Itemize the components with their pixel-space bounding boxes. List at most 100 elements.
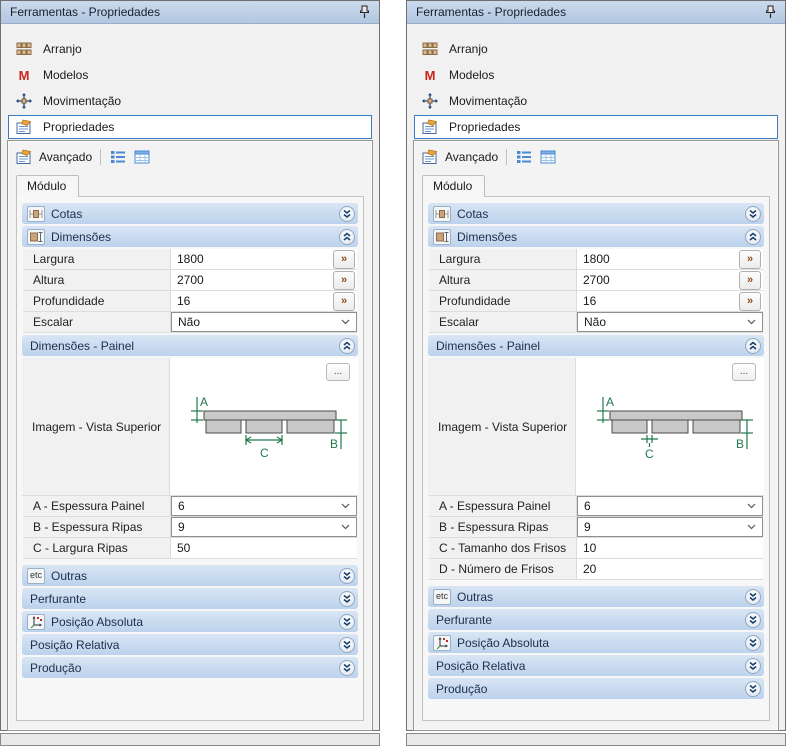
svg-text:A: A	[200, 395, 208, 409]
escalar-dropdown[interactable]: Não	[171, 312, 357, 332]
panel-top-view-diagram: A B C	[191, 395, 347, 460]
section-header-perfurante[interactable]: Perfurante	[22, 588, 358, 609]
section-header-posicao-absoluta[interactable]: Posição Absoluta	[22, 611, 358, 632]
tool-window-left: Ferramentas - Propriedades Arranjo M Mod…	[0, 0, 380, 731]
move-arrows-icon	[15, 93, 33, 109]
more-options-button[interactable]: »	[739, 249, 761, 269]
section-header-outras[interactable]: etc Outras	[22, 565, 358, 586]
section-header-cotas[interactable]: Cotas	[22, 203, 358, 224]
nav-item-propriedades[interactable]: Propriedades	[8, 115, 372, 139]
dimension-rows: Largura 1800 » Altura 2700 » Profundidad…	[429, 249, 763, 333]
espessura-ripas-dropdown[interactable]: 9	[577, 517, 763, 537]
value-field[interactable]: 16 »	[171, 291, 357, 311]
section-header-producao[interactable]: Produção	[22, 657, 358, 678]
property-row-profundidade: Profundidade 16 »	[429, 291, 763, 312]
escalar-dropdown[interactable]: Não	[577, 312, 763, 332]
value-field[interactable]: 1800 »	[171, 249, 357, 269]
tab-modulo[interactable]: Módulo	[422, 175, 486, 197]
value-field[interactable]: 10	[577, 538, 763, 558]
section-header-posicao-relativa[interactable]: Posição Relativa	[22, 634, 358, 655]
window-bottom-grip[interactable]	[406, 733, 786, 746]
advanced-toolbar: Avançado	[15, 147, 151, 167]
section-header-posicao-relativa[interactable]: Posição Relativa	[428, 655, 764, 676]
table-view-icon[interactable]	[133, 149, 151, 165]
nav-list: Arranjo M Modelos Movimentação Proprieda…	[414, 37, 778, 141]
top-view-image: ... A B	[576, 358, 764, 495]
nav-item-propriedades[interactable]: Propriedades	[414, 115, 778, 139]
nav-list: Arranjo M Modelos Movimentação Proprieda…	[8, 37, 372, 141]
expand-section-button[interactable]	[745, 657, 761, 674]
nav-item-modelos[interactable]: M Modelos	[8, 63, 372, 87]
title-bar[interactable]: Ferramentas - Propriedades	[407, 1, 785, 24]
more-options-button[interactable]: »	[739, 291, 761, 311]
list-view-icon[interactable]	[515, 149, 533, 165]
value-field[interactable]: 2700 »	[171, 270, 357, 290]
title-bar[interactable]: Ferramentas - Propriedades	[1, 1, 379, 24]
expand-section-button[interactable]	[745, 205, 761, 222]
more-options-button[interactable]: »	[333, 249, 355, 269]
expand-section-button[interactable]	[745, 680, 761, 697]
value-field[interactable]: 2700 »	[577, 270, 763, 290]
browse-button[interactable]: ...	[326, 363, 350, 381]
collapse-section-button[interactable]	[745, 337, 761, 354]
expand-section-button[interactable]	[339, 636, 355, 653]
espessura-painel-dropdown[interactable]: 6	[171, 496, 357, 516]
property-row-largura-ripas: C - Largura Ripas 50	[23, 538, 357, 559]
pin-icon[interactable]	[359, 5, 371, 19]
more-options-button[interactable]: »	[333, 291, 355, 311]
property-row-tamanho-frisos: C - Tamanho dos Frisos 10	[429, 538, 763, 559]
property-row-espessura-ripas: B - Espessura Ripas 9	[429, 517, 763, 538]
expand-section-button[interactable]	[339, 205, 355, 222]
expand-section-button[interactable]	[339, 590, 355, 607]
value-field[interactable]: 1800 »	[577, 249, 763, 269]
section-header-cotas[interactable]: Cotas	[428, 203, 764, 224]
nav-item-modelos[interactable]: M Modelos	[414, 63, 778, 87]
expand-section-button[interactable]	[339, 567, 355, 584]
table-view-icon[interactable]	[539, 149, 557, 165]
cotas-icon	[27, 205, 45, 222]
list-view-icon[interactable]	[109, 149, 127, 165]
advanced-label: Avançado	[445, 150, 499, 164]
expand-section-button[interactable]	[745, 634, 761, 651]
value-field[interactable]: 50	[171, 538, 357, 558]
nav-item-movimentacao[interactable]: Movimentação	[414, 89, 778, 113]
espessura-ripas-dropdown[interactable]: 9	[171, 517, 357, 537]
expand-section-button[interactable]	[745, 611, 761, 628]
chevron-down-icon	[341, 319, 350, 325]
chevron-down-icon	[341, 524, 350, 530]
more-options-button[interactable]: »	[739, 270, 761, 290]
section-header-dimensoes-painel[interactable]: Dimensões - Painel	[428, 335, 764, 356]
image-row: Imagem - Vista Superior ...	[428, 358, 764, 496]
section-header-dimensoes-painel[interactable]: Dimensões - Painel	[22, 335, 358, 356]
section-header-perfurante[interactable]: Perfurante	[428, 609, 764, 630]
tab-modulo[interactable]: Módulo	[16, 175, 80, 197]
section-header-producao[interactable]: Produção	[428, 678, 764, 699]
expand-section-button[interactable]	[745, 588, 761, 605]
value-field[interactable]: 16 »	[577, 291, 763, 311]
more-options-button[interactable]: »	[333, 270, 355, 290]
pin-icon[interactable]	[765, 5, 777, 19]
nav-label: Movimentação	[449, 94, 528, 108]
collapse-section-button[interactable]	[339, 228, 355, 245]
browse-button[interactable]: ...	[732, 363, 756, 381]
nav-item-arranjo[interactable]: Arranjo	[8, 37, 372, 61]
nav-item-movimentacao[interactable]: Movimentação	[8, 89, 372, 113]
svg-text:A: A	[606, 395, 614, 409]
section-header-dimensoes[interactable]: Dimensões	[22, 226, 358, 247]
section-header-dimensoes[interactable]: Dimensões	[428, 226, 764, 247]
nav-item-arranjo[interactable]: Arranjo	[414, 37, 778, 61]
collapse-section-button[interactable]	[339, 337, 355, 354]
property-row-largura: Largura 1800 »	[429, 249, 763, 270]
expand-section-button[interactable]	[339, 659, 355, 676]
expand-section-button[interactable]	[339, 613, 355, 630]
svg-text:B: B	[330, 437, 338, 451]
section-header-posicao-absoluta[interactable]: Posição Absoluta	[428, 632, 764, 653]
espessura-painel-dropdown[interactable]: 6	[577, 496, 763, 516]
value-field[interactable]: 20	[577, 559, 763, 579]
window-bottom-grip[interactable]	[0, 733, 380, 746]
chevron-down-icon	[341, 503, 350, 509]
nav-label: Arranjo	[43, 42, 82, 56]
nav-label: Propriedades	[43, 120, 115, 134]
collapse-section-button[interactable]	[745, 228, 761, 245]
section-header-outras[interactable]: etc Outras	[428, 586, 764, 607]
